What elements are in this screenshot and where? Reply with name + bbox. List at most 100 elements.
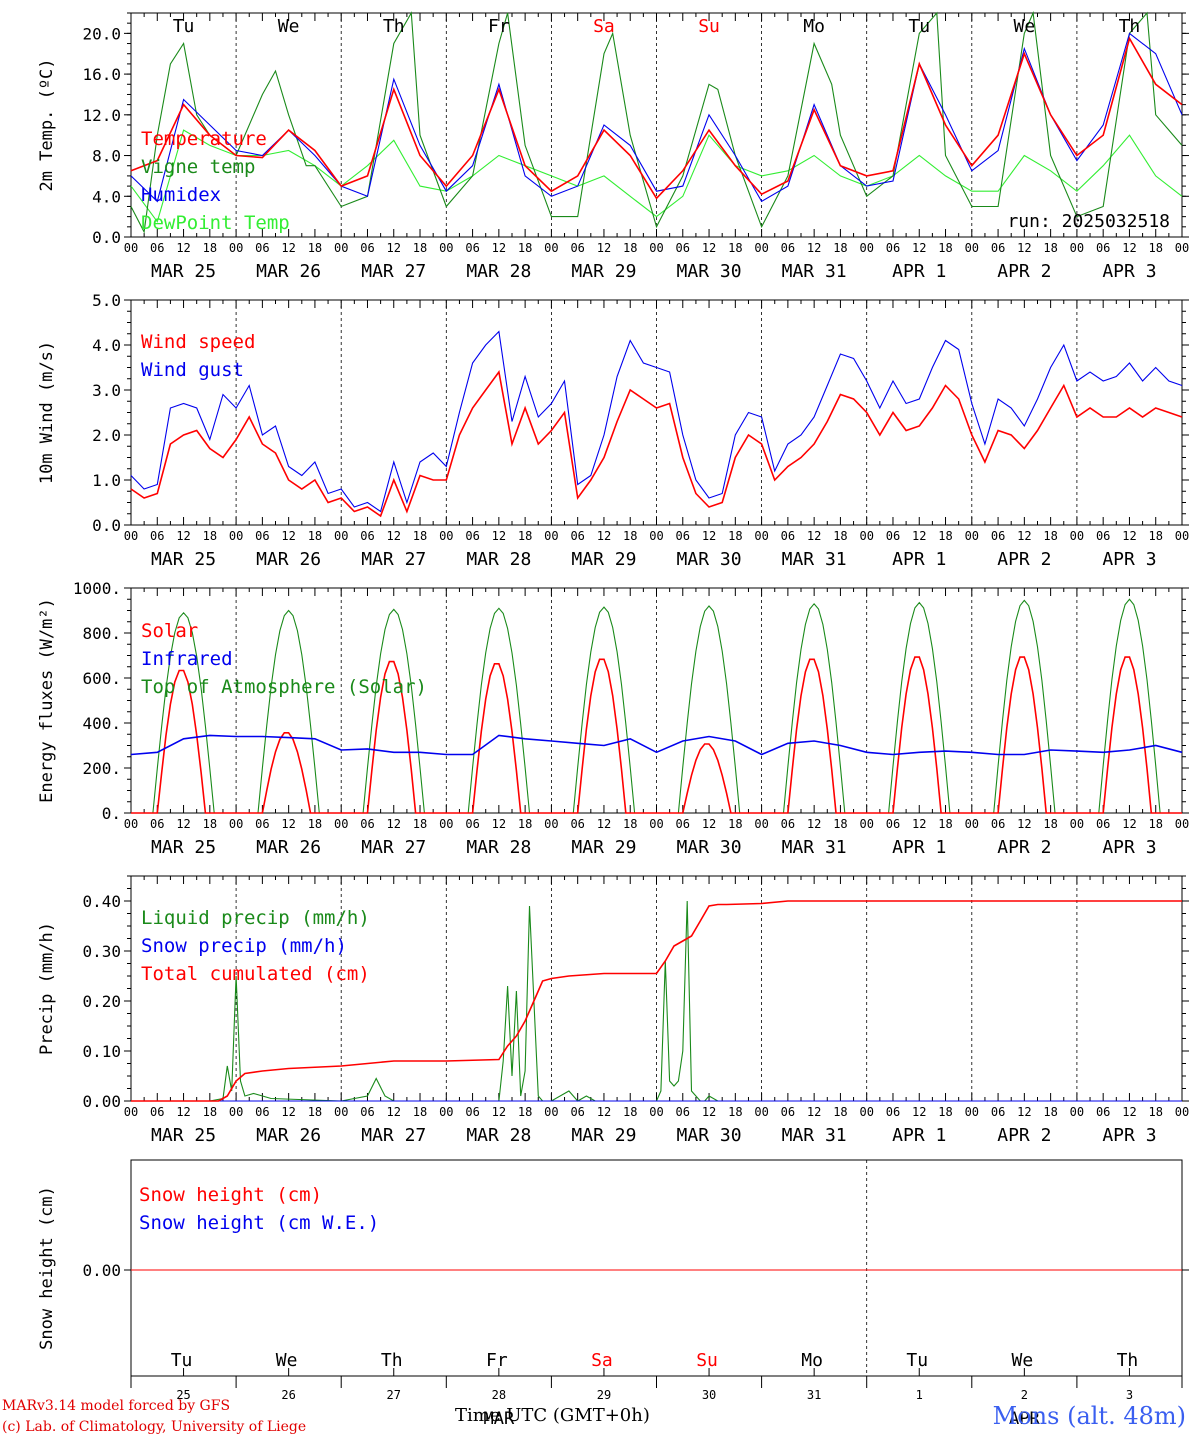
station-name: Mons (alt. 48m) <box>992 1402 1186 1430</box>
model-credit-line: MARv3.14 model forced by GFS <box>2 1398 231 1414</box>
hour-tick-label: 06 <box>255 241 269 255</box>
hour-tick-label: 06 <box>570 1105 584 1119</box>
date-label: APR 3 <box>1102 837 1156 858</box>
bottom-month-label: APR <box>1009 1409 1040 1429</box>
y-tick-label: 0. <box>102 804 121 823</box>
hour-tick-label: 12 <box>281 529 295 543</box>
hour-tick-label: 12 <box>597 241 611 255</box>
hour-tick-label: 06 <box>360 241 374 255</box>
panel-precip: 00 06 12 18 00 06 12 18 00 06 12 18 00 06 12 18 00 06 12 18… <box>37 875 1189 1146</box>
hour-tick-label: 12 <box>176 1105 190 1119</box>
series-line-temperature <box>130 36 1183 200</box>
bottom-day-of-week-label: Th <box>1117 1350 1139 1371</box>
bottom-day-number: 29 <box>597 1388 611 1402</box>
date-label: MAR 30 <box>677 837 742 858</box>
hour-tick-label: 00 <box>859 1105 873 1119</box>
hour-tick-label: 12 <box>1017 1105 1031 1119</box>
hour-tick-label: 12 <box>702 1105 716 1119</box>
copyright-line: (c) Lab. of Climatology, University of L… <box>2 1419 307 1435</box>
day-of-week-label: Sa <box>593 16 615 37</box>
day-of-week-label: Fr <box>488 16 510 37</box>
y-tick-label: 1.0 <box>92 471 121 490</box>
hour-tick-label: 12 <box>387 241 401 255</box>
hour-tick-label: 00 <box>965 241 979 255</box>
panel-temp: 00 06 12 18 00 06 12 18 00 06 12 18 00 06 12 18 00 06 12 18… <box>37 10 1189 282</box>
hour-tick-label: 18 <box>308 1105 322 1119</box>
hour-tick-label: 18 <box>833 529 847 543</box>
hour-tick-label: 00 <box>124 817 138 831</box>
bottom-month-label: MAR <box>483 1409 514 1429</box>
legend-entry: Infrared <box>141 648 233 670</box>
series-line-infrared <box>130 734 1183 756</box>
bottom-day-of-week-label: Tu <box>906 1350 928 1371</box>
y-tick-label: 0.0 <box>92 516 121 535</box>
hour-tick-label: 18 <box>1043 241 1057 255</box>
hour-tick-label: 06 <box>991 529 1005 543</box>
date-label: APR 3 <box>1102 261 1156 282</box>
hour-tick-label: 18 <box>413 529 427 543</box>
hour-tick-label: 06 <box>991 817 1005 831</box>
hour-tick-label: 06 <box>570 529 584 543</box>
y-axis-label: 10m Wind (m/s) <box>37 341 57 484</box>
hour-tick-label: 00 <box>649 241 663 255</box>
hour-tick-label: 00 <box>544 817 558 831</box>
hour-tick-label: 00 <box>965 529 979 543</box>
hour-tick-label: 12 <box>1017 241 1031 255</box>
date-label: APR 2 <box>997 837 1051 858</box>
date-label: MAR 29 <box>571 261 636 282</box>
hour-tick-label: 18 <box>308 817 322 831</box>
date-label: MAR 27 <box>361 549 426 570</box>
hour-tick-label: 12 <box>702 241 716 255</box>
hour-tick-label: 06 <box>886 817 900 831</box>
bottom-day-number: 27 <box>387 1388 401 1402</box>
hour-tick-label: 12 <box>492 529 506 543</box>
date-label: MAR 31 <box>782 837 847 858</box>
y-tick-label: 0.40 <box>82 892 121 911</box>
hour-tick-label: 18 <box>728 529 742 543</box>
hour-tick-label: 06 <box>676 529 690 543</box>
hour-tick-label: 12 <box>1122 529 1136 543</box>
hour-tick-label: 12 <box>702 817 716 831</box>
legend-entry: Temperature <box>141 128 267 150</box>
hour-tick-label: 06 <box>1096 529 1110 543</box>
date-label: MAR 26 <box>256 1125 321 1146</box>
hour-tick-label: 18 <box>203 1105 217 1119</box>
hour-tick-label: 12 <box>597 817 611 831</box>
y-axis-label: Energy fluxes (W/m²) <box>37 598 57 803</box>
hour-tick-label: 18 <box>203 817 217 831</box>
date-label: MAR 25 <box>151 549 216 570</box>
hour-tick-label: 00 <box>544 529 558 543</box>
legend-entry: Wind speed <box>141 331 255 353</box>
hour-tick-label: 00 <box>229 529 243 543</box>
bottom-day-of-week-label: Sa <box>591 1350 613 1371</box>
y-tick-label: 4.0 <box>92 336 121 355</box>
series-line-solar <box>131 656 1182 814</box>
hour-tick-label: 12 <box>387 817 401 831</box>
date-label: MAR 28 <box>466 261 531 282</box>
hour-tick-label: 00 <box>965 1105 979 1119</box>
hour-tick-label: 18 <box>518 1105 532 1119</box>
y-tick-label: 3.0 <box>92 381 121 400</box>
hour-tick-label: 18 <box>833 817 847 831</box>
hour-tick-label: 12 <box>807 241 821 255</box>
date-label: MAR 25 <box>151 1125 216 1146</box>
panel-wind: 00 06 12 18 00 06 12 18 00 06 12 18 00 06 12 18 00 06 12 18… <box>37 291 1189 570</box>
date-label: MAR 30 <box>677 261 742 282</box>
hour-tick-label: 18 <box>623 1105 637 1119</box>
date-label: MAR 26 <box>256 837 321 858</box>
y-tick-label: 400. <box>82 714 121 733</box>
hour-tick-label: 06 <box>255 1105 269 1119</box>
hour-tick-label: 00 <box>1175 529 1189 543</box>
date-label: MAR 29 <box>571 1125 636 1146</box>
hour-tick-label: 00 <box>1070 241 1084 255</box>
hour-tick-label: 12 <box>492 817 506 831</box>
hour-tick-label: 06 <box>676 817 690 831</box>
hour-tick-label: 00 <box>439 817 453 831</box>
bottom-day-number: 26 <box>281 1388 295 1402</box>
date-label: MAR 28 <box>466 837 531 858</box>
hour-tick-label: 00 <box>439 1105 453 1119</box>
date-label: APR 2 <box>997 261 1051 282</box>
hour-tick-label: 06 <box>150 817 164 831</box>
hour-tick-label: 18 <box>623 241 637 255</box>
hour-tick-label: 12 <box>702 529 716 543</box>
